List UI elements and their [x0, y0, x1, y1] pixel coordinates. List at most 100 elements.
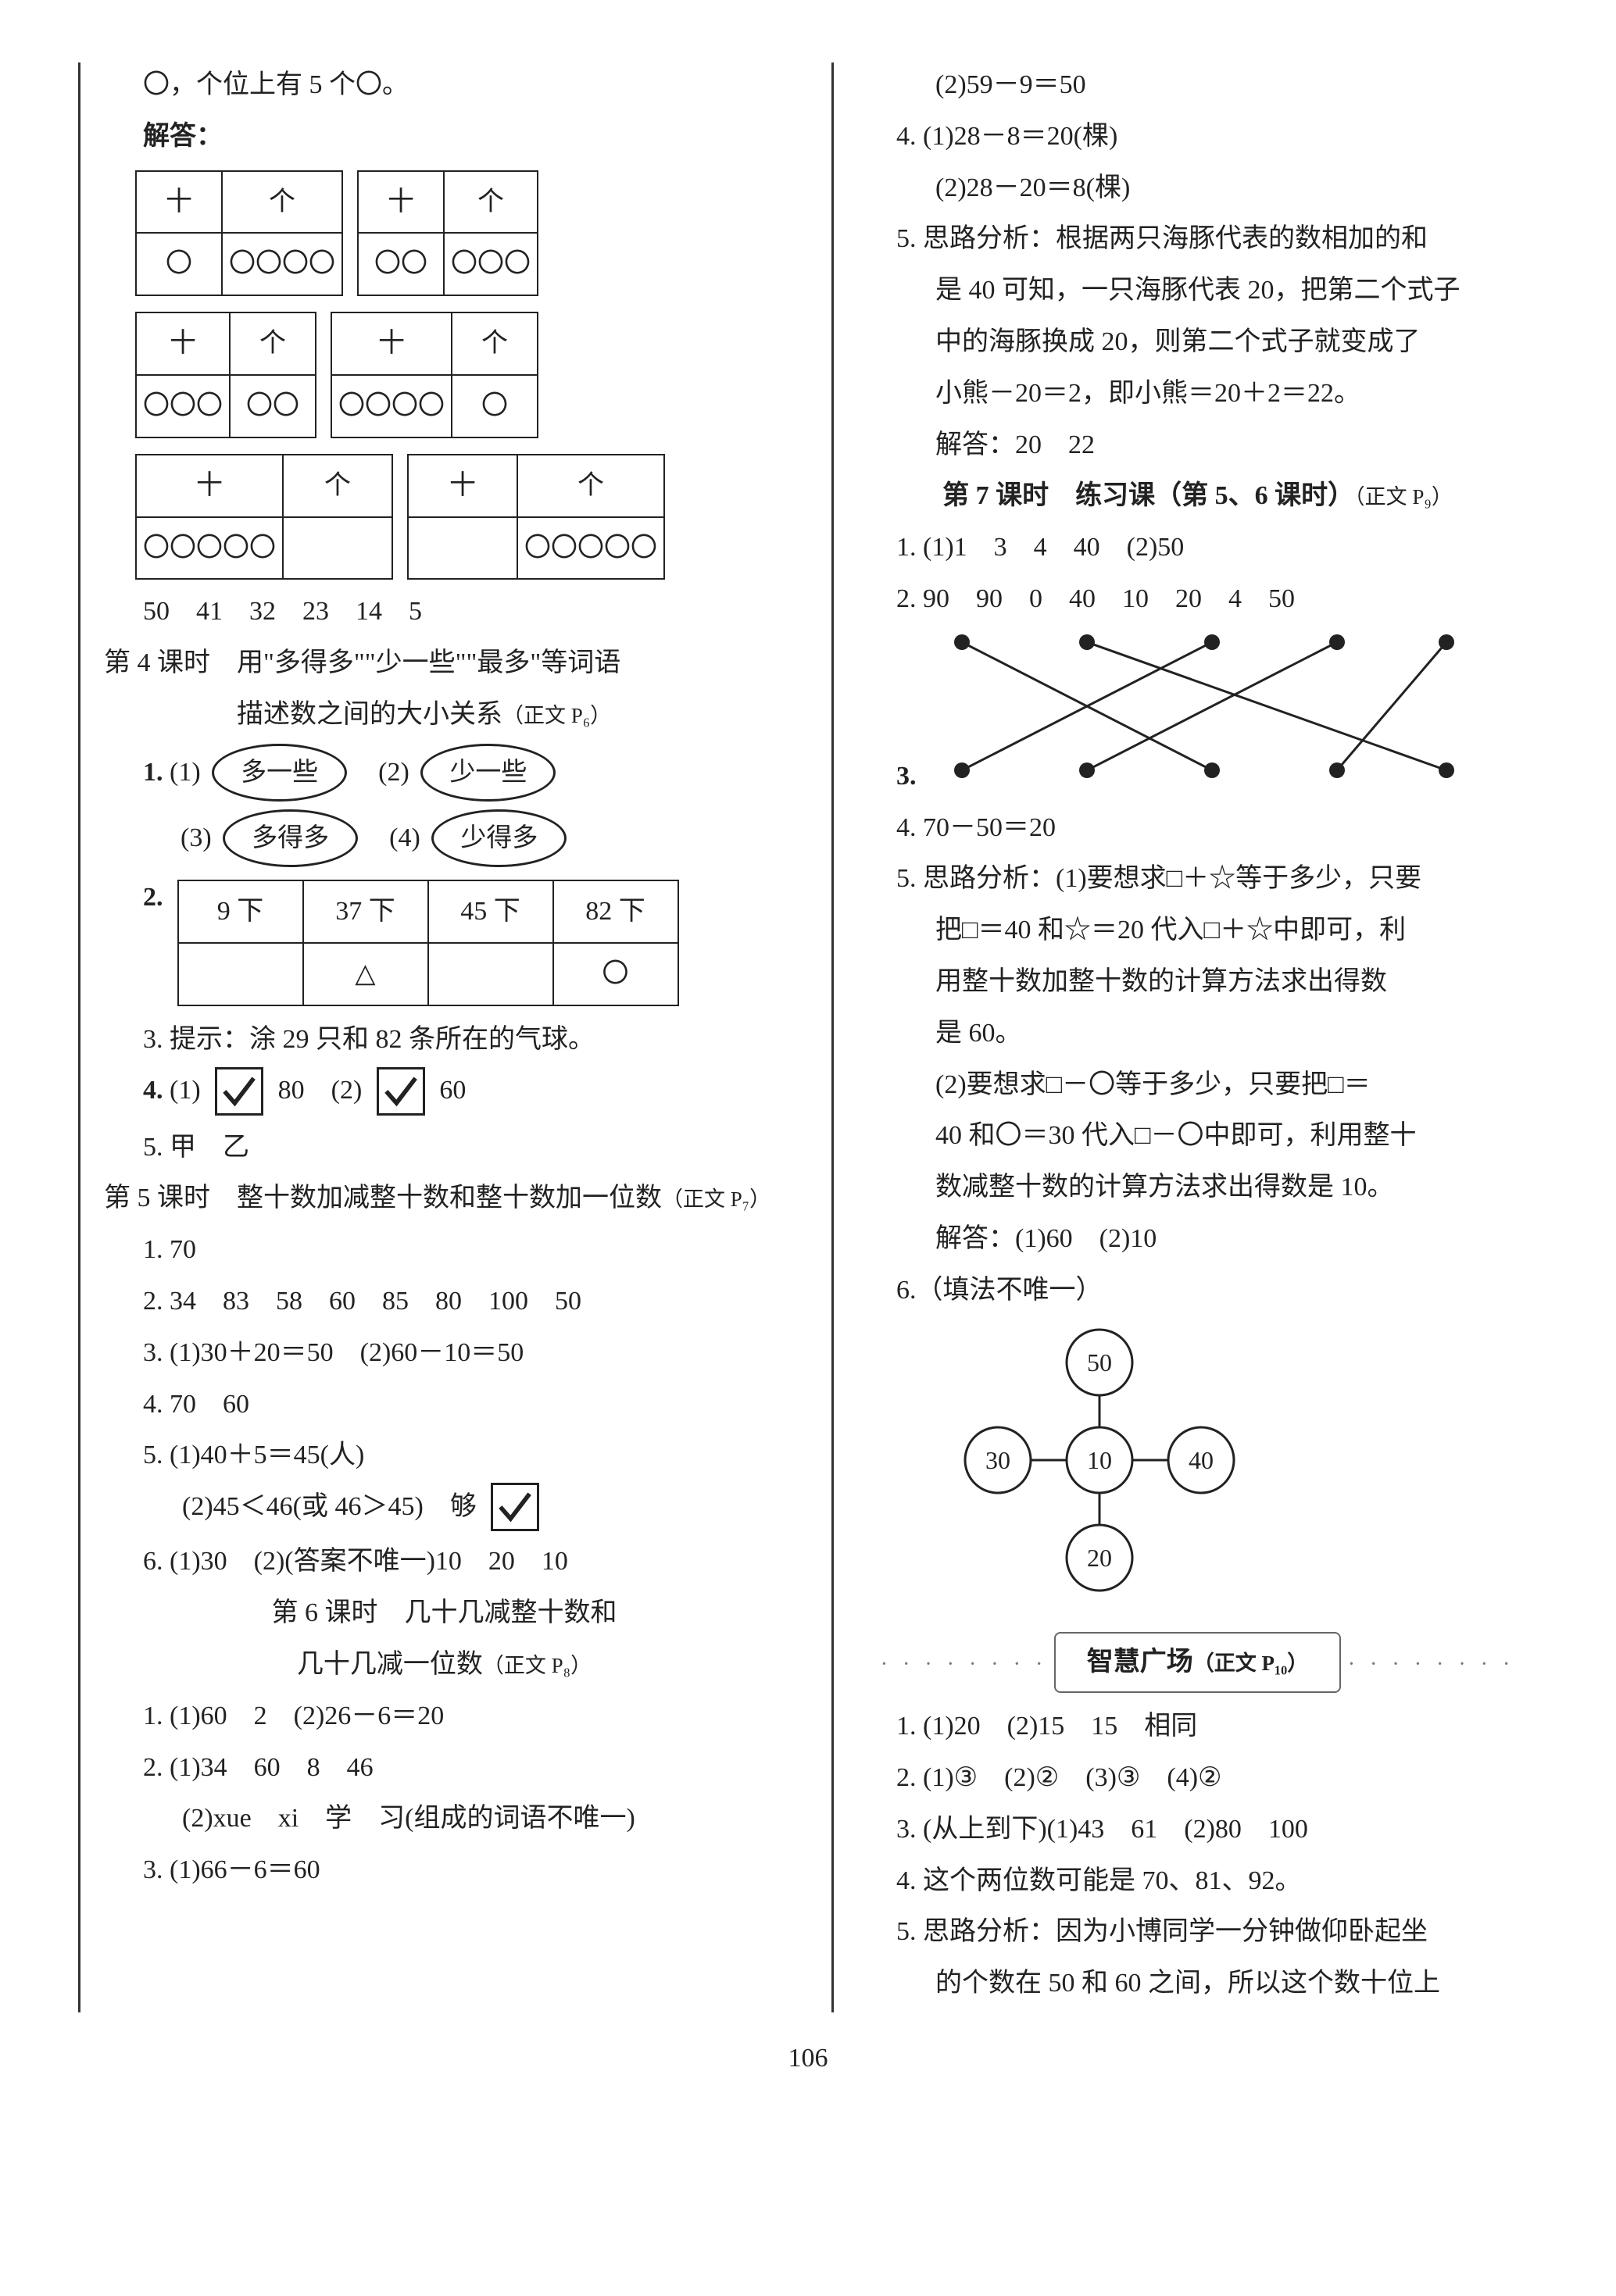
bubble-2: 少一些 — [420, 744, 556, 802]
q2-num: 2. — [143, 875, 163, 920]
r4c: 中的海豚换成 20，则第二个式子就变成了 — [857, 320, 1538, 365]
q4-1-after: 80 — [278, 1076, 305, 1105]
k5-q4: 4. 70 60 — [104, 1382, 785, 1427]
k5-q5a: 5. (1)40＋5＝45(人) — [104, 1433, 785, 1478]
k6-q3: 3. (1)66－6＝60 — [104, 1848, 785, 1893]
q4-num: 4. — [143, 1076, 163, 1105]
bubble-1: 多一些 — [212, 744, 347, 802]
svg-text:20: 20 — [1087, 1544, 1112, 1572]
circ-row-3: 十个 〇〇〇〇〇 十个 〇〇〇〇〇 — [135, 449, 785, 585]
k4-ref: （正文 P₆） — [502, 704, 611, 727]
k6-sub: 几十几减一位数 — [297, 1650, 483, 1679]
dots-left: · · · · · · · · — [881, 1646, 1048, 1684]
circ-row-2: 十个 〇〇〇〇〇 十个 〇〇〇〇〇 — [135, 307, 785, 443]
k5-ref: （正文 P₇） — [662, 1187, 770, 1211]
circ-table-2b: 十个 〇〇〇〇〇 — [331, 312, 538, 438]
intro-line-1: 〇，个位上有 5 个〇。 — [104, 62, 785, 108]
q4-1-num: (1) — [170, 1076, 201, 1105]
dots-right: · · · · · · · · — [1348, 1646, 1515, 1684]
k4-q1-row1: 1. (1) 多一些 (2) 少一些 — [104, 744, 785, 802]
cell: 〇〇〇〇 — [222, 233, 342, 295]
cell: 〇 — [136, 233, 222, 295]
q2-r2: △ — [303, 943, 428, 1005]
k7-q5b: 把□＝40 和☆＝20 代入□＋☆中即可，利 — [857, 908, 1538, 953]
cell: 〇〇〇〇〇 — [517, 517, 664, 580]
r5: 解答：20 22 — [857, 423, 1538, 468]
k4-sub-line: 描述数之间的大小关系（正文 P₆） — [104, 692, 785, 737]
k6-sub-line: 几十几减一位数（正文 P₈） — [104, 1642, 785, 1687]
r3: (2)28－20＝8(棵) — [857, 166, 1538, 211]
k6-ref: （正文 P₈） — [483, 1654, 592, 1677]
svg-text:40: 40 — [1189, 1446, 1214, 1474]
k4-q1-row2: (3) 多得多 (4) 少得多 — [104, 809, 785, 867]
k7-q3-num: 3. — [896, 762, 917, 791]
k7-q1: 1. (1)1 3 4 40 (2)50 — [857, 525, 1538, 570]
svg-text:10: 10 — [1087, 1446, 1112, 1474]
r4a: 5. 思路分析：根据两只海豚代表的数相加的和 — [857, 216, 1538, 262]
node-diagram: 1050304020 — [935, 1319, 1538, 1616]
check-icon-1 — [215, 1067, 263, 1116]
q1-num: 1. — [143, 758, 163, 787]
zh2: 2. (1)③ (2)② (3)③ (4)② — [857, 1755, 1538, 1801]
k6-q2a: 2. (1)34 60 8 46 — [104, 1745, 785, 1791]
th-one: 个 — [230, 312, 316, 375]
k7-q3-row: 3. — [857, 628, 1538, 799]
k5-title: 第 5 课时 整十数加减整十数和整十数加一位数 — [104, 1184, 662, 1212]
th-ten: 十 — [358, 171, 444, 234]
cell: 〇 — [452, 375, 538, 437]
k5-q2: 2. 34 83 58 60 85 80 100 50 — [104, 1279, 785, 1324]
k6-title: 第 6 课时 几十几减整十数和 — [104, 1591, 785, 1636]
q2-r3 — [428, 943, 553, 1005]
q2-h4: 82 下 — [553, 880, 678, 943]
zh4: 4. 这个两位数可能是 70、81、92。 — [857, 1859, 1538, 1904]
match-diagram — [931, 762, 1462, 791]
cell: 〇〇〇〇〇 — [136, 517, 283, 580]
intro-line-2: 解答： — [104, 114, 785, 159]
q2-h2: 37 下 — [303, 880, 428, 943]
k4-q4: 4. (1) 80 (2) 60 — [104, 1068, 785, 1116]
check-icon-3 — [491, 1483, 539, 1531]
k7-ref: （正文 P₉） — [1354, 485, 1453, 509]
cell — [283, 517, 392, 580]
check-icon-2 — [377, 1067, 425, 1116]
k5-q5b: (2)45＜46(或 46＞45) 够 — [104, 1484, 785, 1533]
zh-ref: （正文 P₁₀） — [1193, 1651, 1308, 1675]
k7-q5c: 用整十数加整十数的计算方法求出得数 — [857, 959, 1538, 1005]
svg-text:30: 30 — [985, 1446, 1010, 1474]
k7-title: 第 7 课时 练习课（第 5、6 课时） — [942, 481, 1354, 510]
q1-3-num: (3) — [181, 823, 212, 852]
cell: 〇〇〇 — [444, 233, 538, 295]
k7-q5h: 解答：(1)60 (2)10 — [857, 1216, 1538, 1262]
zh1: 1. (1)20 (2)15 15 相同 — [857, 1704, 1538, 1749]
k6-q1: 1. (1)60 2 (2)26－6＝20 — [104, 1694, 785, 1739]
nums-after-tables: 50 41 32 23 14 5 — [104, 589, 785, 634]
q1-2-num: (2) — [378, 758, 409, 787]
zh5b: 的个数在 50 和 60 之间，所以这个数十位上 — [857, 1961, 1538, 2006]
k7-q2: 2. 90 90 0 40 10 20 4 50 — [857, 577, 1538, 622]
k7-q5a: 5. 思路分析：(1)要想求□＋☆等于多少，只要 — [857, 856, 1538, 902]
bubble-4: 少得多 — [431, 809, 567, 867]
th-ten: 十 — [136, 312, 230, 375]
cell: 〇〇〇 — [136, 375, 230, 437]
circ-table-3a: 十个 〇〇〇〇〇 — [135, 454, 393, 580]
k4-sub: 描述数之间的大小关系 — [237, 700, 502, 729]
r1: (2)59－9＝50 — [857, 62, 1538, 108]
k5-q3: 3. (1)30＋20＝50 (2)60－10＝50 — [104, 1330, 785, 1376]
k5-q6: 6. (1)30 (2)(答案不唯一)10 20 10 — [104, 1539, 785, 1584]
k4-title: 第 4 课时 用"多得多""少一些""最多"等词语 — [104, 641, 785, 686]
page-number: 106 — [78, 2036, 1538, 2081]
k7-q5g: 数减整十数的计算方法求出得数是 10。 — [857, 1165, 1538, 1210]
th-one: 个 — [444, 171, 538, 234]
q2-r1 — [178, 943, 303, 1005]
cell: 〇〇 — [230, 375, 316, 437]
k5-q1: 1. 70 — [104, 1227, 785, 1273]
q2-table: 9 下 37 下 45 下 82 下 △ 〇 — [177, 880, 679, 1006]
zhihui-box: 智慧广场（正文 P₁₀） — [1054, 1632, 1341, 1693]
q2-r4: 〇 — [553, 943, 678, 1005]
k4-q3: 3. 提示：涂 29 只和 82 条所在的气球。 — [104, 1017, 785, 1062]
k7-title-line: 第 7 课时 练习课（第 5、6 课时）（正文 P₉） — [857, 473, 1538, 519]
r4b: 是 40 可知，一只海豚代表 20，把第二个式子 — [857, 268, 1538, 313]
circ-table-2a: 十个 〇〇〇〇〇 — [135, 312, 316, 438]
th-ten: 十 — [136, 171, 222, 234]
th-ten: 十 — [136, 455, 283, 517]
